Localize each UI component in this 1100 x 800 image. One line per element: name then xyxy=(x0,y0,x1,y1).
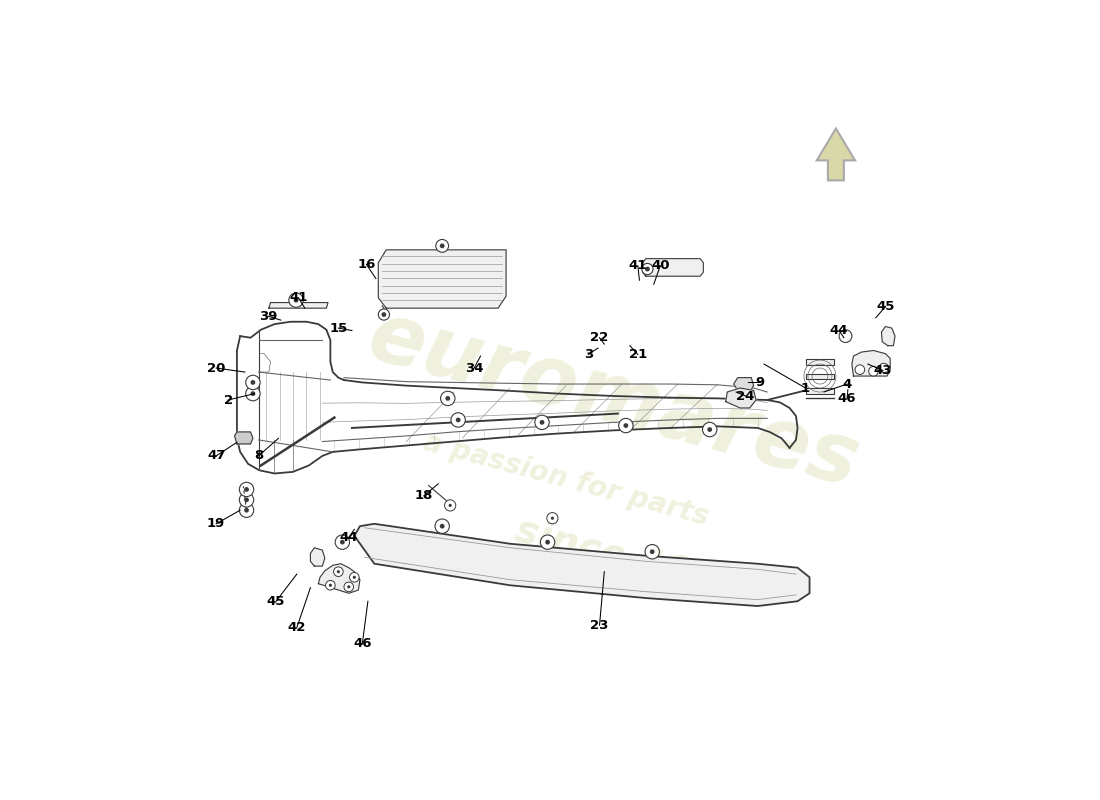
Circle shape xyxy=(855,365,865,374)
Circle shape xyxy=(441,391,455,406)
Circle shape xyxy=(294,298,298,302)
Circle shape xyxy=(240,503,254,518)
Circle shape xyxy=(869,366,878,376)
Circle shape xyxy=(707,427,712,432)
Circle shape xyxy=(244,508,249,513)
Circle shape xyxy=(645,545,659,559)
Circle shape xyxy=(436,239,449,252)
Text: 47: 47 xyxy=(207,450,226,462)
Polygon shape xyxy=(734,378,754,392)
Text: 24: 24 xyxy=(737,390,755,402)
Polygon shape xyxy=(805,374,834,379)
Text: 19: 19 xyxy=(207,518,226,530)
Circle shape xyxy=(546,540,550,545)
Text: 20: 20 xyxy=(207,362,226,374)
Circle shape xyxy=(839,330,851,342)
Polygon shape xyxy=(268,302,328,308)
Text: 23: 23 xyxy=(591,618,608,632)
Text: 41: 41 xyxy=(629,259,647,272)
Circle shape xyxy=(444,500,455,511)
Polygon shape xyxy=(851,350,890,376)
Circle shape xyxy=(244,487,249,492)
Text: 4: 4 xyxy=(843,378,851,390)
Polygon shape xyxy=(805,388,834,394)
Text: 9: 9 xyxy=(756,376,764,389)
Circle shape xyxy=(353,576,356,579)
Text: 43: 43 xyxy=(873,364,892,377)
Circle shape xyxy=(245,375,260,390)
Circle shape xyxy=(336,535,350,550)
Polygon shape xyxy=(816,129,855,180)
Circle shape xyxy=(348,586,350,589)
Text: 8: 8 xyxy=(254,450,263,462)
Text: 41: 41 xyxy=(289,291,308,304)
Text: 1: 1 xyxy=(801,382,810,394)
Text: 45: 45 xyxy=(877,300,894,313)
Circle shape xyxy=(540,420,544,425)
Circle shape xyxy=(624,423,628,428)
Text: 40: 40 xyxy=(651,259,670,272)
Polygon shape xyxy=(726,388,756,408)
Circle shape xyxy=(382,312,386,317)
Text: 2: 2 xyxy=(223,394,233,406)
Circle shape xyxy=(618,418,634,433)
Circle shape xyxy=(378,309,389,320)
Text: euromares: euromares xyxy=(360,295,868,505)
Polygon shape xyxy=(642,258,703,276)
Circle shape xyxy=(434,519,450,534)
Circle shape xyxy=(326,581,336,590)
Circle shape xyxy=(547,513,558,524)
Text: since 1985: since 1985 xyxy=(512,511,748,609)
Polygon shape xyxy=(378,250,506,308)
Circle shape xyxy=(551,517,554,520)
Text: 44: 44 xyxy=(340,531,358,544)
Text: 34: 34 xyxy=(465,362,483,374)
Circle shape xyxy=(251,380,255,385)
Polygon shape xyxy=(318,564,360,594)
Text: 22: 22 xyxy=(591,331,608,344)
Circle shape xyxy=(240,482,254,497)
Text: 18: 18 xyxy=(415,490,433,502)
Circle shape xyxy=(879,363,889,373)
Circle shape xyxy=(251,391,255,396)
Circle shape xyxy=(455,418,461,422)
Circle shape xyxy=(446,396,450,401)
Circle shape xyxy=(337,570,340,574)
Polygon shape xyxy=(805,359,834,365)
Circle shape xyxy=(329,584,332,587)
Circle shape xyxy=(440,243,444,248)
Circle shape xyxy=(240,493,254,507)
Polygon shape xyxy=(234,432,253,444)
Circle shape xyxy=(449,504,452,507)
Text: 39: 39 xyxy=(258,310,277,322)
Polygon shape xyxy=(354,524,810,606)
Polygon shape xyxy=(310,548,324,566)
Text: 21: 21 xyxy=(629,348,647,361)
Circle shape xyxy=(340,540,344,545)
Text: 46: 46 xyxy=(838,392,856,405)
Circle shape xyxy=(245,386,260,401)
Text: 45: 45 xyxy=(267,594,285,608)
Text: 42: 42 xyxy=(288,621,306,634)
Circle shape xyxy=(540,535,554,550)
Circle shape xyxy=(645,266,650,271)
Circle shape xyxy=(535,415,549,430)
Circle shape xyxy=(350,573,359,582)
Circle shape xyxy=(244,498,249,502)
Text: 16: 16 xyxy=(358,258,375,270)
Circle shape xyxy=(289,293,304,307)
Circle shape xyxy=(650,550,654,554)
Polygon shape xyxy=(881,326,895,346)
Circle shape xyxy=(440,524,444,529)
Text: 15: 15 xyxy=(329,322,348,334)
Circle shape xyxy=(703,422,717,437)
Text: 3: 3 xyxy=(584,348,593,361)
Text: a passion for parts: a passion for parts xyxy=(420,428,712,531)
Circle shape xyxy=(641,263,653,274)
Circle shape xyxy=(451,413,465,427)
Text: 46: 46 xyxy=(353,637,372,650)
Circle shape xyxy=(333,567,343,577)
Text: 44: 44 xyxy=(829,324,848,337)
Circle shape xyxy=(344,582,353,592)
